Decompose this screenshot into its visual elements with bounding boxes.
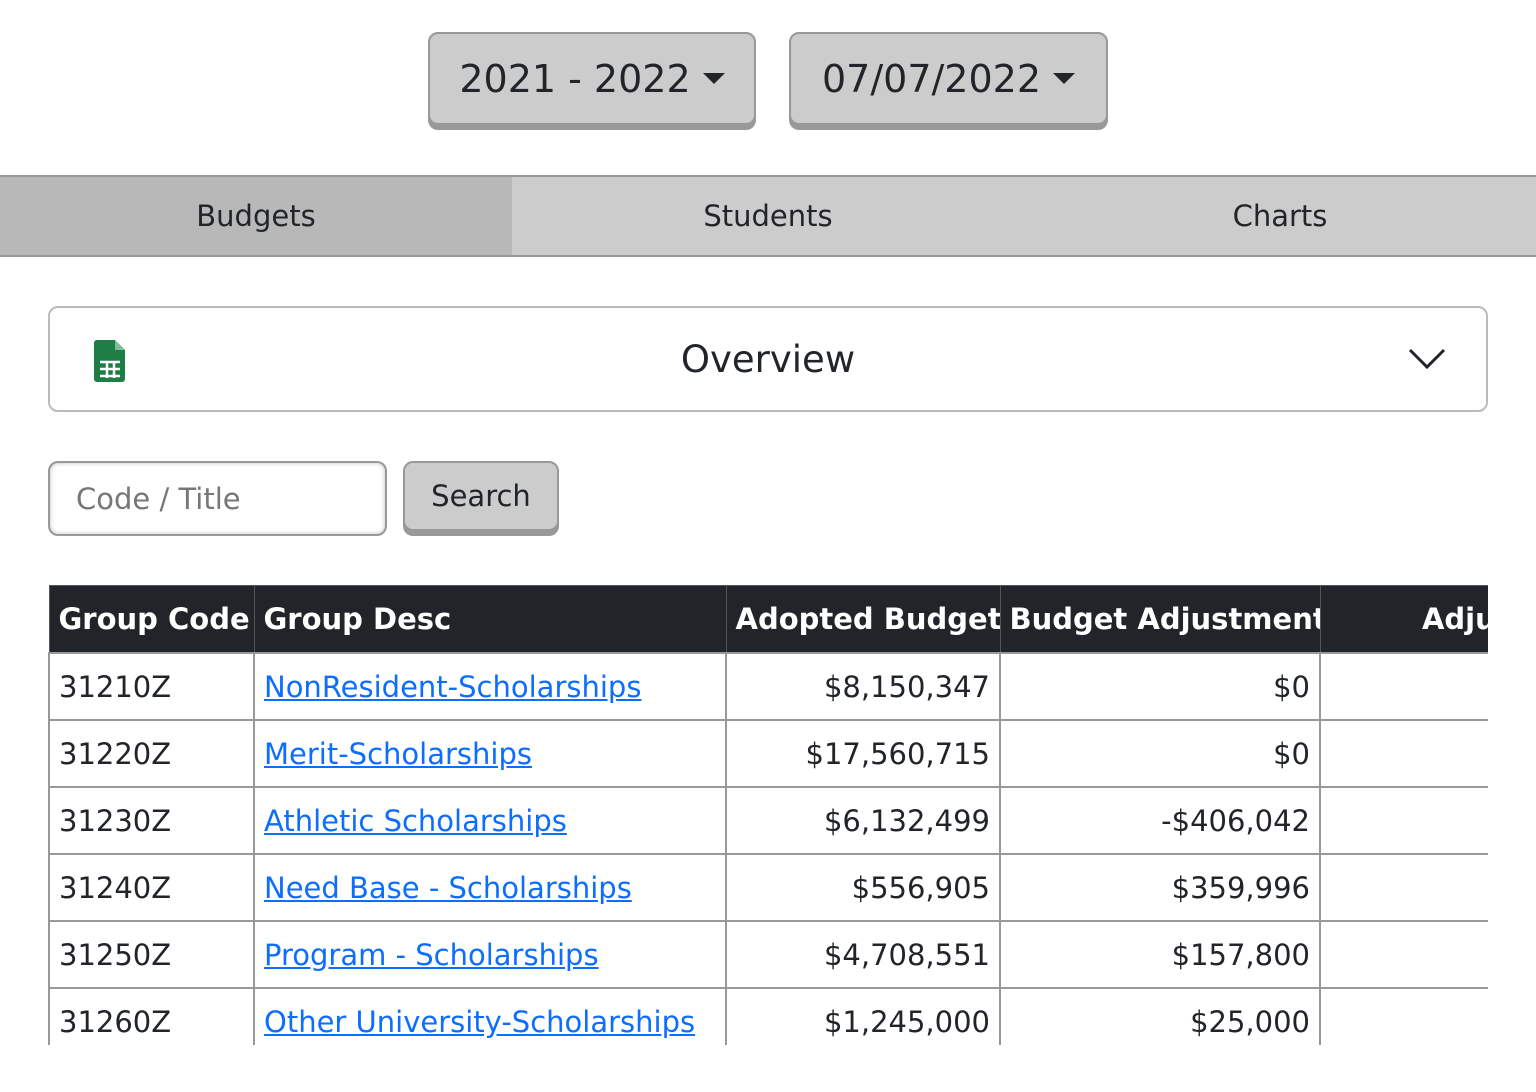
group-link[interactable]: Athletic Scholarships <box>264 803 567 838</box>
sheet-icon <box>94 340 125 382</box>
table-row: 31260Z Other University-Scholarships $1,24… <box>48 987 1488 1045</box>
date-dropdown[interactable]: 07/07/2022 <box>789 32 1108 125</box>
budget-table: Group Code Group Desc Adopted Budget Budget… <box>48 585 1488 1045</box>
caret <box>1053 73 1076 84</box>
cell: 31250Z <box>48 920 255 989</box>
group-link[interactable]: Other University-Scholarships <box>264 1004 696 1039</box>
group-link[interactable]: Program - Scholarships <box>264 937 599 972</box>
cell: Athletic Scholarships <box>253 786 727 855</box>
cell: $556,905 <box>725 853 1001 922</box>
table-row: 31230Z Athletic Scholarships $6,132,499 -$4… <box>48 786 1488 855</box>
cell: 31260Z <box>48 987 255 1045</box>
group-link[interactable]: Merit-Scholarships <box>264 736 532 771</box>
cell: 31210Z <box>48 652 255 721</box>
date-label: 07/07/2022 <box>821 56 1042 101</box>
table-row: 31220Z Merit-Scholarships $17,560,715$0$17… <box>48 719 1488 788</box>
tab[interactable]: Budgets <box>0 177 512 255</box>
column-header: Adopted Budget <box>725 585 1001 654</box>
cell: Program - Scholarships <box>253 920 727 989</box>
year-label: 2021 - 2022 <box>459 56 691 101</box>
table-row: 31250Z Program - Scholarships $4,708,551 $1… <box>48 920 1488 989</box>
year-dropdown[interactable]: 2021 - 2022 <box>428 32 756 125</box>
cell: $4,708,551 <box>725 920 1001 989</box>
cell: $157,800 <box>999 920 1321 989</box>
cell: 31230Z <box>48 786 255 855</box>
search-button[interactable]: Search <box>403 461 559 531</box>
cell: $8,1 <box>1319 652 1488 721</box>
tab-bar: Budgets Students Charts <box>0 175 1536 257</box>
cell: 31220Z <box>48 719 255 788</box>
cell: Other University-Scholarships <box>253 987 727 1045</box>
overview-panel[interactable]: Overview <box>48 306 1488 412</box>
cell: $6,132,499 <box>725 786 1001 855</box>
cell: Need Base - Scholarships <box>253 853 727 922</box>
column-header: Budget Adjustment <box>999 585 1321 654</box>
cell: $8,150,347 <box>725 652 1001 721</box>
column-header: Group Code <box>48 585 255 654</box>
chevron <box>1408 348 1446 370</box>
cell: -$406,042 <box>999 786 1321 855</box>
table-body: 31210Z NonResident-Scholarships $8,150,347… <box>48 652 1488 1045</box>
panel-title: Overview <box>680 337 856 381</box>
caret <box>702 73 725 84</box>
cell: $1,2 <box>1319 987 1488 1045</box>
cell: $4,8 <box>1319 920 1488 989</box>
search-input[interactable]: Code / Title <box>48 461 387 536</box>
group-link[interactable]: Need Base - Scholarships <box>264 870 632 905</box>
group-link[interactable]: NonResident-Scholarships <box>264 669 642 704</box>
cell: 31240Z <box>48 853 255 922</box>
cell: $17,5 <box>1319 719 1488 788</box>
cell: $359,996 <box>999 853 1321 922</box>
cell: NonResident-Scholarships <box>253 652 727 721</box>
header-row: Group Code Group Desc Adopted Budget Budget… <box>48 585 1488 654</box>
table-row: 31210Z NonResident-Scholarships $8,150,347… <box>48 652 1488 721</box>
cell: $9 <box>1319 853 1488 922</box>
column-header: Adjusted B <box>1319 585 1488 654</box>
tab[interactable]: Charts <box>1232 199 1328 233</box>
cell: $1,245,000 <box>725 987 1001 1045</box>
cell: $17,560,715 <box>725 719 1001 788</box>
table-row: 31240Z Need Base - Scholarships $556,905 $3… <box>48 853 1488 922</box>
column-header: Group Desc <box>253 585 727 654</box>
table-wrap: Group Code Group Desc Adopted Budget Budget… <box>48 585 1488 1045</box>
cell: $5,7 <box>1319 786 1488 855</box>
cell: $0 <box>999 719 1321 788</box>
cell: $0 <box>999 652 1321 721</box>
tab[interactable]: Students <box>703 199 833 233</box>
cell: Merit-Scholarships <box>253 719 727 788</box>
cell: $25,000 <box>999 987 1321 1045</box>
